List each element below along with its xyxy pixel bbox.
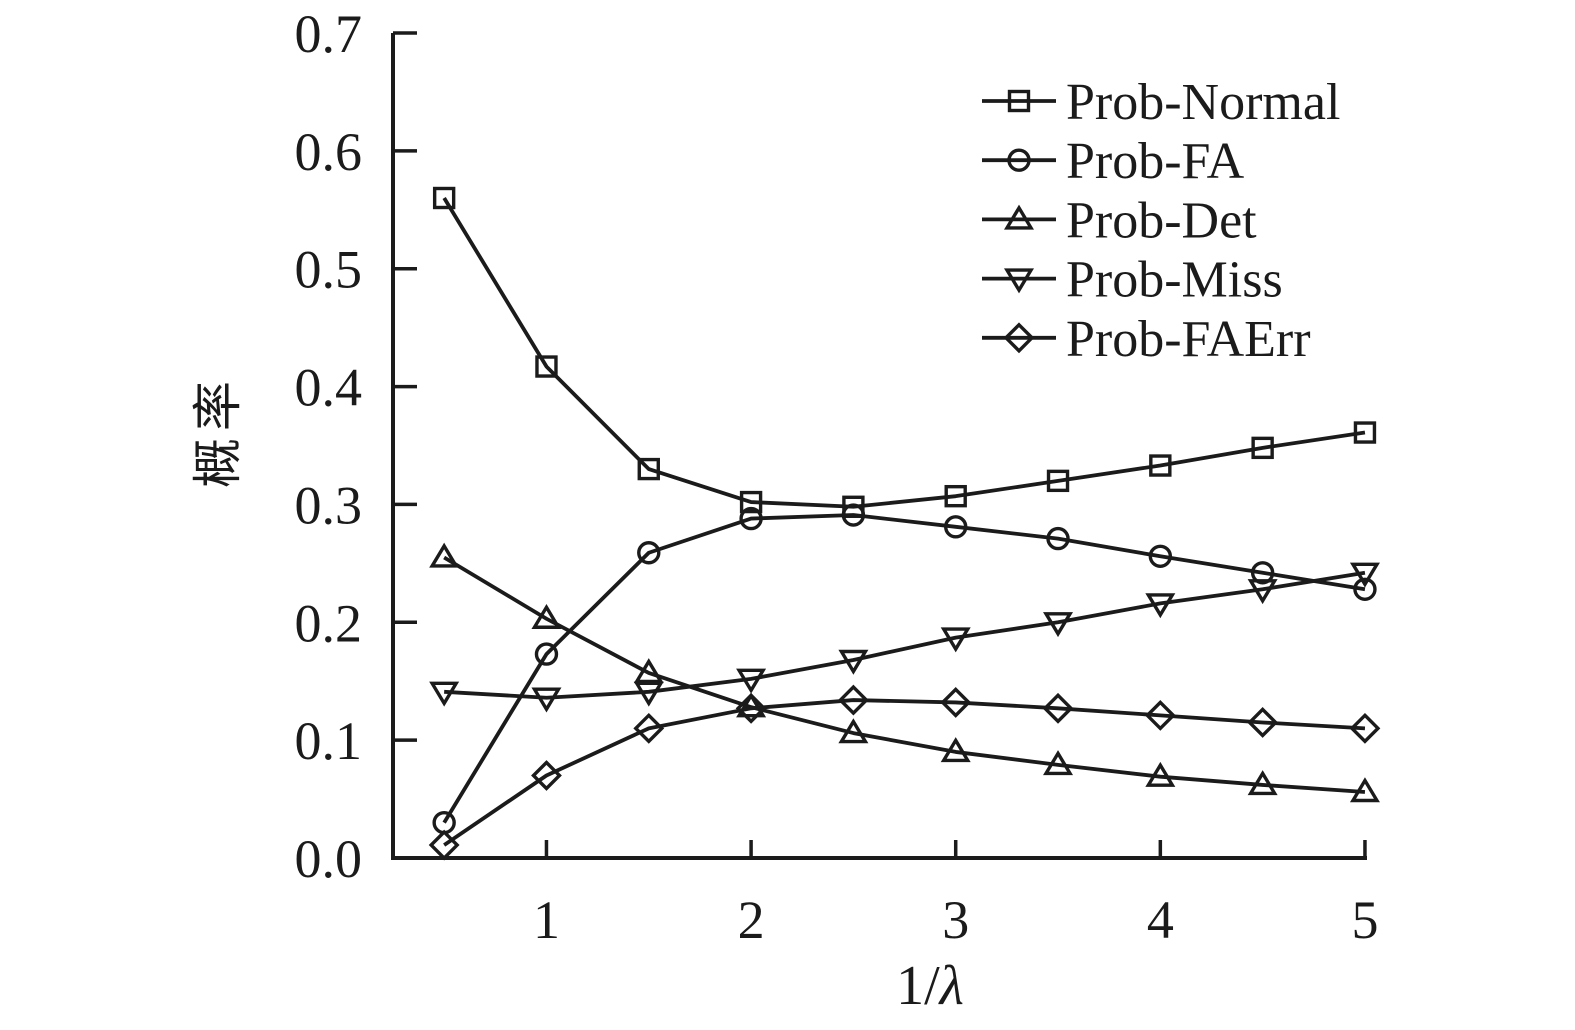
y-axis-title: 概率 (190, 374, 246, 488)
x-tick-label: 4 (1147, 890, 1174, 950)
series-marker-prob-det (429, 542, 460, 568)
x-axis-title: 1/λ (896, 954, 964, 1018)
series-marker-prob-faerr (428, 829, 460, 861)
x-axis-title-prefix: 1/ (896, 955, 940, 1017)
series-marker-prob-faerr (940, 687, 972, 718)
series-marker-prob-det (736, 692, 767, 718)
series-marker-prob-fa (739, 506, 763, 531)
legend-marker-prob-normal (1007, 89, 1031, 113)
series-marker-prob-normal (1353, 421, 1377, 444)
series-line-prob-fa (442, 513, 1366, 824)
series-marker-prob-faerr (837, 684, 869, 716)
series-marker-prob-miss (1247, 579, 1278, 605)
series-marker-prob-miss (838, 649, 869, 675)
y-tick-label: 0.0 (295, 829, 363, 889)
legend-label-prob-normal: Prob-Normal (1066, 74, 1340, 131)
series-marker-prob-faerr (735, 692, 767, 724)
x-tick-label: 1 (533, 890, 560, 950)
y-tick-label: 0.7 (295, 4, 363, 64)
x-axis-title-lambda-symbol: λ (939, 955, 964, 1017)
series-marker-prob-det (1247, 770, 1278, 796)
series-marker-prob-faerr (1349, 712, 1381, 744)
series-marker-prob-faerr (633, 712, 665, 744)
series-marker-prob-faerr (1144, 699, 1176, 731)
series-marker-prob-normal (739, 490, 763, 514)
y-tick-label: 0.5 (295, 240, 363, 300)
legend-marker-prob-fa (1007, 148, 1031, 172)
series-marker-prob-miss (531, 687, 562, 713)
series-marker-prob-det (531, 603, 562, 629)
series-marker-prob-det (1349, 777, 1380, 803)
series-marker-prob-normal (944, 484, 967, 508)
series-marker-prob-fa (534, 642, 559, 666)
series-marker-prob-normal (637, 457, 660, 481)
series-marker-prob-faerr (531, 760, 562, 791)
series-marker-prob-miss (940, 627, 971, 653)
series-marker-prob-miss (1145, 593, 1176, 619)
series-marker-prob-fa (841, 503, 866, 527)
x-tick-label: 2 (738, 890, 765, 950)
series-marker-prob-miss (1349, 562, 1380, 588)
y-tick-label: 0.3 (295, 475, 363, 535)
series-marker-prob-det (633, 658, 664, 684)
series-marker-prob-normal (1046, 469, 1070, 493)
series-marker-prob-fa (1148, 544, 1173, 568)
series-marker-prob-det (940, 737, 971, 763)
legend-label-prob-det: Prob-Det (1066, 192, 1257, 249)
series-marker-prob-det (838, 718, 869, 744)
series-marker-prob-miss (633, 681, 664, 707)
series-marker-prob-det (1043, 750, 1074, 776)
legend-label-prob-fa: Prob-FA (1066, 133, 1245, 190)
legend-marker-prob-faerr (1003, 322, 1035, 354)
legend-label-prob-miss: Prob-Miss (1066, 252, 1283, 309)
series-line-prob-normal (442, 197, 1366, 509)
legend-marker-prob-miss (1003, 268, 1035, 294)
x-tick-label: 3 (942, 890, 969, 950)
series-marker-prob-fa (1250, 561, 1275, 585)
series-marker-prob-normal (432, 186, 456, 210)
y-tick-label: 0.1 (295, 711, 363, 771)
series-marker-prob-fa (637, 541, 661, 565)
series-marker-prob-miss (429, 681, 460, 707)
series-marker-prob-miss (736, 668, 767, 694)
series-line-prob-det (443, 555, 1366, 794)
y-tick-label: 0.6 (295, 122, 363, 182)
legend-label-prob-faerr: Prob-FAErr (1066, 311, 1311, 368)
series-marker-prob-det (1145, 761, 1176, 787)
series-marker-prob-normal (535, 355, 558, 378)
series-marker-prob-faerr (1247, 707, 1279, 738)
y-tick-label: 0.4 (295, 358, 363, 418)
axes-frame (391, 33, 1367, 860)
series-marker-prob-normal (1149, 454, 1172, 477)
series-marker-prob-fa (1353, 577, 1377, 601)
series-marker-prob-miss (1043, 612, 1074, 638)
legend-marker-prob-det (1003, 204, 1035, 230)
series-line-prob-faerr (443, 698, 1366, 847)
series-marker-prob-fa (1046, 526, 1070, 551)
y-tick-label: 0.2 (295, 593, 363, 653)
series-marker-prob-faerr (1042, 692, 1074, 724)
series-marker-prob-normal (1251, 436, 1274, 460)
series-marker-prob-fa (944, 515, 968, 539)
series-line-prob-miss (444, 570, 1366, 700)
x-tick-label: 5 (1351, 890, 1378, 950)
